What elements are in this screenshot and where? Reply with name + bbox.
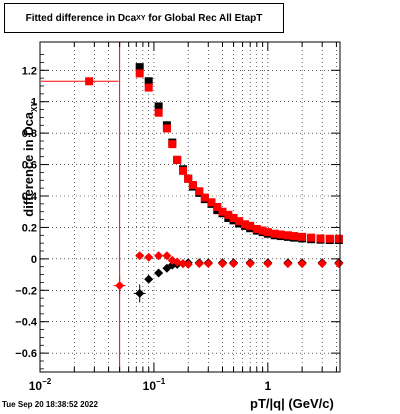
data-point [168,140,177,149]
y-tick-label: −0.2 [15,285,37,297]
data-point [144,77,153,86]
data-point [135,251,145,261]
data-point [218,259,228,269]
data-point [144,274,154,284]
y-tick-label: −0.6 [15,348,37,360]
chart-title-suffix: for Global Rec All EtapT [145,12,263,24]
timestamp: Tue Sep 20 18:38:52 2022 [2,400,98,409]
y-tick-label: 0.2 [22,222,37,234]
y-tick-label: 0.4 [22,191,38,203]
chart-title-text: Fitted difference in Dca [25,12,137,24]
series-1 [40,69,343,243]
y-tick-label: 0.6 [22,160,37,172]
y-tick-label: 1.2 [22,65,37,77]
x-tick-label: 10−1 [143,377,166,393]
data-point [183,259,193,269]
data-point [325,234,334,243]
data-point [283,259,293,269]
data-point [144,252,154,262]
data-point [240,220,249,229]
data-point [135,288,145,298]
data-point [263,228,272,237]
data-point [276,230,285,239]
axes: −0.6 −0.4 −0.2 0 0.2 0.4 0.6 0.8 1 1.2 10−2 10−1 1 [15,42,340,393]
data-point [200,193,209,202]
data-point [283,231,292,240]
data-point [270,229,279,238]
data-point [307,233,316,242]
data-point [316,234,325,243]
series-2 [133,258,344,303]
data-point [162,124,171,133]
x-axis-label: pT/|q| (GeV/c) [250,396,334,411]
data-point [317,259,327,269]
data-point [218,207,227,216]
data-point [85,77,94,86]
y-tick-label: −0.4 [15,317,38,329]
data-point [144,83,153,92]
data-point [246,221,255,230]
data-point [135,69,144,78]
data-point [154,268,164,278]
data-point [195,187,204,196]
data-point [184,174,193,183]
data-point [207,198,216,207]
series-3 [113,251,344,295]
data-point [115,281,125,291]
data-point [252,225,261,233]
data-point [203,259,213,269]
data-point [178,166,187,175]
data-point [213,203,222,211]
data-point [235,217,244,226]
data-point [258,226,267,235]
y-tick-label: 1 [31,97,37,109]
plot-frame [39,41,341,373]
chart-title-subscript: XY [136,14,146,22]
data-point [229,214,238,222]
data-point [245,259,255,269]
y-axis-label-text: difference in Dca [21,111,36,217]
data-point [298,232,307,241]
chart-title: Fitted difference in Dca XY for Global Re… [4,3,284,33]
data-point [173,155,182,164]
y-tick-label: 0 [31,254,37,266]
data-point [154,251,164,261]
data-point [297,259,307,269]
data-point [334,234,343,243]
y-axis-label: difference in DcaXY [21,69,39,249]
data-point [188,181,197,189]
data-point [135,63,144,72]
data-point [154,108,163,117]
data-point [154,102,163,111]
series-layer [40,63,344,303]
data-point [194,259,204,269]
x-tick-label: 10−2 [29,377,52,393]
data-point [263,259,273,269]
data-point [224,210,233,219]
y-axis-label-subscript: XY [30,101,39,112]
y-tick-label: 0.8 [22,128,37,140]
series-0 [135,63,343,244]
data-point [162,251,172,261]
x-tick-label: 1 [264,379,271,393]
data-point [290,232,299,241]
grid [39,42,340,372]
data-point [334,259,344,269]
data-point [229,259,239,269]
